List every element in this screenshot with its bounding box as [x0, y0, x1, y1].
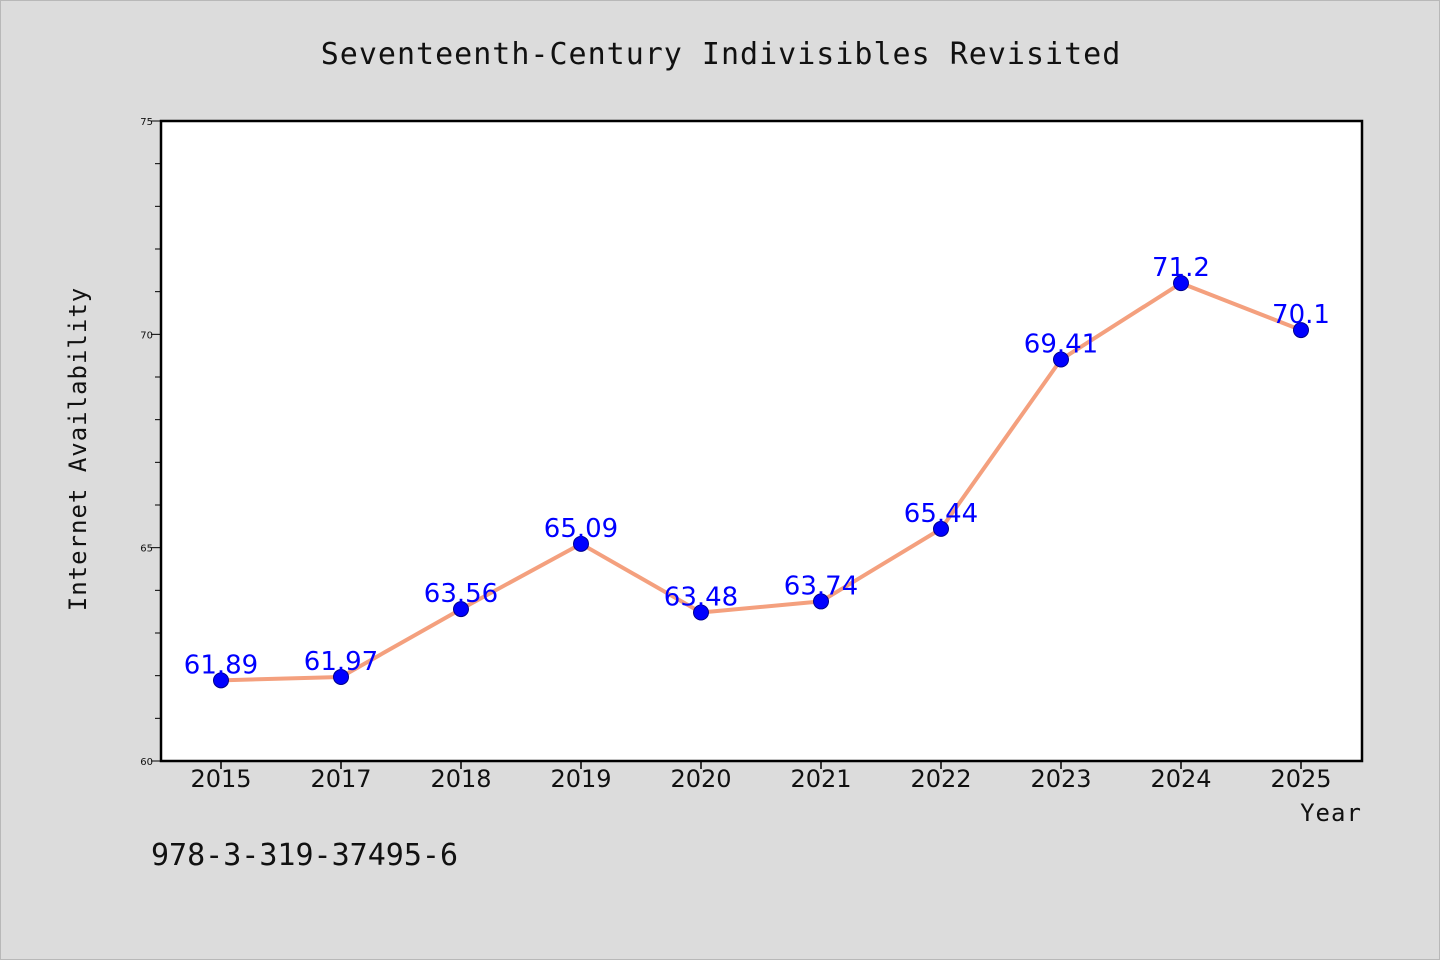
data-label: 63.48	[664, 583, 738, 613]
x-tick-label: 2025	[1270, 765, 1331, 793]
data-labels: 61.89 61.97 63.56 65.09 63.48 63.74 65.44 69.41…	[184, 253, 1330, 680]
data-label: 63.74	[784, 571, 858, 601]
isbn-text: 978-3-319-37495-6	[151, 838, 458, 873]
data-point	[333, 668, 349, 685]
series-line-group	[219, 281, 1303, 683]
x-tick-label: 2024	[1150, 765, 1211, 793]
data-point	[213, 672, 229, 689]
x-tick-label: 2015	[190, 765, 251, 793]
data-label: 61.89	[184, 650, 258, 680]
data-point	[933, 520, 949, 537]
x-tick-label: 2022	[910, 765, 971, 793]
data-label: 71.2	[1152, 253, 1210, 283]
x-tick-label: 2019	[550, 765, 611, 793]
y-tick-label: 70	[140, 330, 153, 341]
data-label: 70.1	[1272, 300, 1330, 330]
data-point	[1053, 351, 1069, 368]
data-label: 69.41	[1024, 330, 1098, 360]
y-axis-label: Internet Availability	[64, 287, 92, 611]
data-label: 61.97	[304, 647, 378, 677]
data-point	[573, 535, 589, 552]
x-tick-label: 2020	[670, 765, 731, 793]
series-line	[219, 281, 1303, 683]
y-tick-label: 60	[140, 757, 153, 768]
x-tick-label: 2023	[1030, 765, 1091, 793]
data-label: 65.09	[544, 514, 618, 544]
plot-area	[159, 119, 1364, 763]
x-tick-label: 2018	[430, 765, 491, 793]
x-axis-label: Year	[1300, 799, 1362, 827]
data-point	[693, 604, 709, 621]
y-tick-label: 75	[140, 117, 153, 128]
data-point	[813, 593, 829, 610]
data-point	[453, 601, 469, 618]
x-tick-label: 2017	[310, 765, 371, 793]
y-axis-ticks: 60 65 70 75	[140, 117, 161, 768]
chart-title: Seventeenth-Century Indivisibles Revisit…	[321, 37, 1122, 72]
data-label: 65.44	[904, 499, 978, 529]
data-markers	[213, 275, 1309, 689]
data-point	[1293, 322, 1309, 339]
y-tick-label: 65	[140, 544, 153, 555]
x-tick-label: 2021	[790, 765, 851, 793]
data-point	[1173, 275, 1189, 292]
data-label: 63.56	[424, 579, 498, 609]
x-axis-ticks: 2015 2017 2018 2019 2020 2021 2022 2023 2024 2025	[190, 761, 1332, 793]
